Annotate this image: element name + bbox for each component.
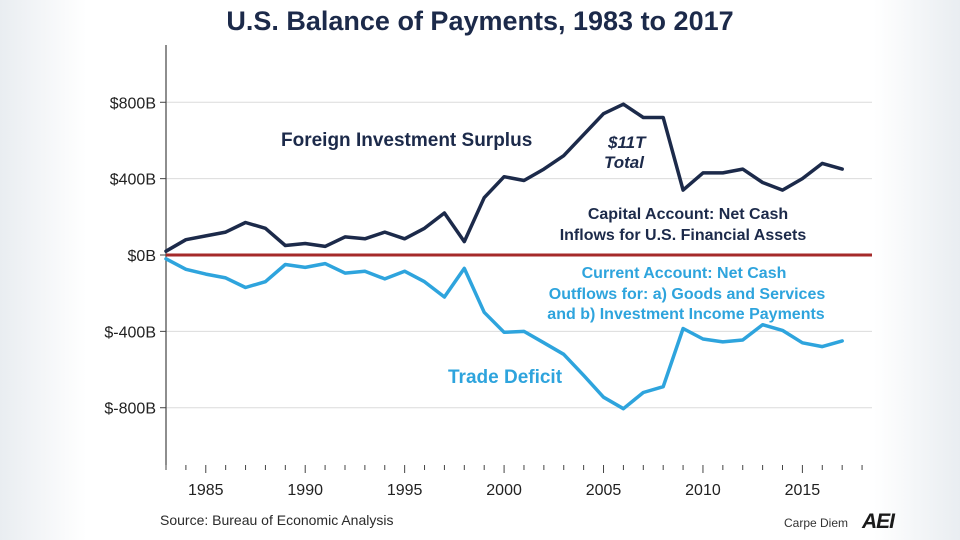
series-group: [164, 102, 844, 411]
total-label-word: Total: [604, 153, 645, 172]
total-label-amount: $11T: [607, 133, 647, 152]
x-tick-label: 2005: [586, 482, 622, 499]
tick-labels: $800B $400B $0B $-400B $-800B 1985 1990 1995 200…: [104, 95, 820, 499]
surplus-label: Foreign Investment Surplus: [281, 130, 532, 151]
x-tick-label: 2000: [486, 482, 522, 499]
aei-logo: AEI: [862, 510, 895, 533]
trade-deficit-label: Trade Deficit: [448, 367, 563, 388]
source-note: Source: Bureau of Economic Analysis: [160, 512, 394, 528]
axes: [160, 45, 863, 473]
x-tick-label: 1995: [387, 482, 423, 499]
current-account-line1: Current Account: Net Cash: [582, 265, 787, 282]
x-tick-label: 2010: [685, 482, 721, 499]
y-tick-label: $-800B: [104, 401, 156, 418]
x-tick-label: 1985: [188, 482, 224, 499]
current-account-line3: and b) Investment Income Payments: [547, 306, 825, 323]
brand-text: Carpe Diem: [784, 516, 849, 530]
current-account-line2: Outflows for: a) Goods and Services: [549, 286, 826, 303]
x-tick-label: 1990: [287, 482, 323, 499]
x-tick-label: 2015: [785, 482, 821, 499]
foreign-investment-surplus-line: [164, 102, 844, 253]
annotations: Foreign Investment Surplus $11T Total Ca…: [281, 130, 825, 388]
y-tick-label: $-400B: [104, 324, 156, 341]
capital-account-line2: Inflows for U.S. Financial Assets: [560, 227, 807, 244]
chart-title: U.S. Balance of Payments, 1983 to 2017: [226, 6, 734, 36]
y-tick-label: $400B: [110, 172, 156, 189]
capital-account-line1: Capital Account: Net Cash: [588, 206, 788, 223]
y-tick-label: $0B: [128, 248, 156, 265]
y-tick-label: $800B: [110, 95, 156, 112]
trade-deficit-line: [164, 257, 844, 411]
